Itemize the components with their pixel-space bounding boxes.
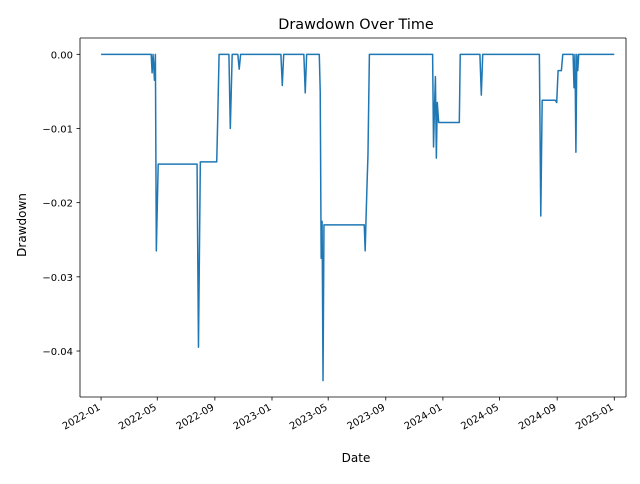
y-axis-label: Drawdown	[15, 193, 29, 257]
y-tick-label: −0.03	[42, 273, 73, 284]
y-tick-label: −0.02	[42, 199, 73, 210]
chart-title: Drawdown Over Time	[278, 17, 434, 33]
x-axis-label: Date	[342, 451, 371, 465]
y-tick-label: −0.01	[42, 124, 73, 135]
series-line-0	[101, 53, 615, 382]
y-tick-label: 0.00	[51, 50, 73, 61]
y-tick-label: −0.04	[42, 347, 73, 358]
